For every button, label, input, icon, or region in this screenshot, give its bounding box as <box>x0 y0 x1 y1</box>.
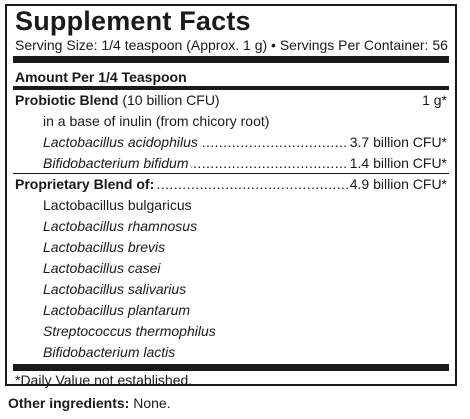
other-ingredients-value: None. <box>129 395 171 411</box>
other-ingredients: Other ingredients: None. <box>8 395 171 412</box>
list-item: Lactobacillus rhamnosus <box>43 218 198 234</box>
probiotic-blend-amount: 1 g* <box>421 90 447 111</box>
list-item: Lactobacillus plantarum <box>43 302 191 318</box>
strain-row-acidophilus: ........................................… <box>43 132 447 153</box>
amount-header: Amount Per 1/4 Teaspoon <box>15 69 187 85</box>
strain-name: Lactobacillus acidophilus <box>43 132 200 153</box>
supplement-facts-panel: Supplement Facts Serving Size: 1/4 teasp… <box>5 4 457 386</box>
other-ingredients-label: Other ingredients: <box>8 395 130 411</box>
proprietary-blend-row: ........................................… <box>15 174 447 195</box>
strain-amount: 3.7 billion CFU* <box>348 132 447 153</box>
strain-name: Bifidobacterium bifidum <box>43 153 191 174</box>
list-item: Streptococcus thermophilus <box>43 323 216 339</box>
inulin-base-note: in a base of inulin (from chicory root) <box>43 111 272 132</box>
panel-title: Supplement Facts <box>15 6 251 36</box>
probiotic-blend-row: Probiotic Blend (10 billion CFU) 1 g* <box>15 90 447 111</box>
strain-row-bifidum: ........................................… <box>43 153 447 174</box>
daily-value-footnote: *Daily Value not established. <box>15 372 193 388</box>
list-item: Lactobacillus casei <box>43 260 161 276</box>
proprietary-blend-amount: 4.9 billion CFU* <box>348 174 447 195</box>
bottom-thick-divider <box>13 364 449 371</box>
thick-divider <box>13 56 449 63</box>
proprietary-blend-label: Proprietary Blend of: <box>15 174 157 195</box>
list-item: Bifidobacterium lactis <box>43 344 176 360</box>
list-item: Lactobacillus brevis <box>43 239 166 255</box>
serving-info: Serving Size: 1/4 teaspoon (Approx. 1 g)… <box>15 37 448 53</box>
thin-divider <box>13 173 449 174</box>
probiotic-blend-label: Probiotic Blend (10 billion CFU) <box>15 90 222 111</box>
list-item: Lactobacillus salivarius <box>43 281 187 297</box>
medium-divider <box>13 86 449 90</box>
inulin-base-row: in a base of inulin (from chicory root) <box>43 111 447 132</box>
strain-amount: 1.4 billion CFU* <box>348 153 447 174</box>
list-item: Lactobacillus bulgaricus <box>43 197 192 213</box>
